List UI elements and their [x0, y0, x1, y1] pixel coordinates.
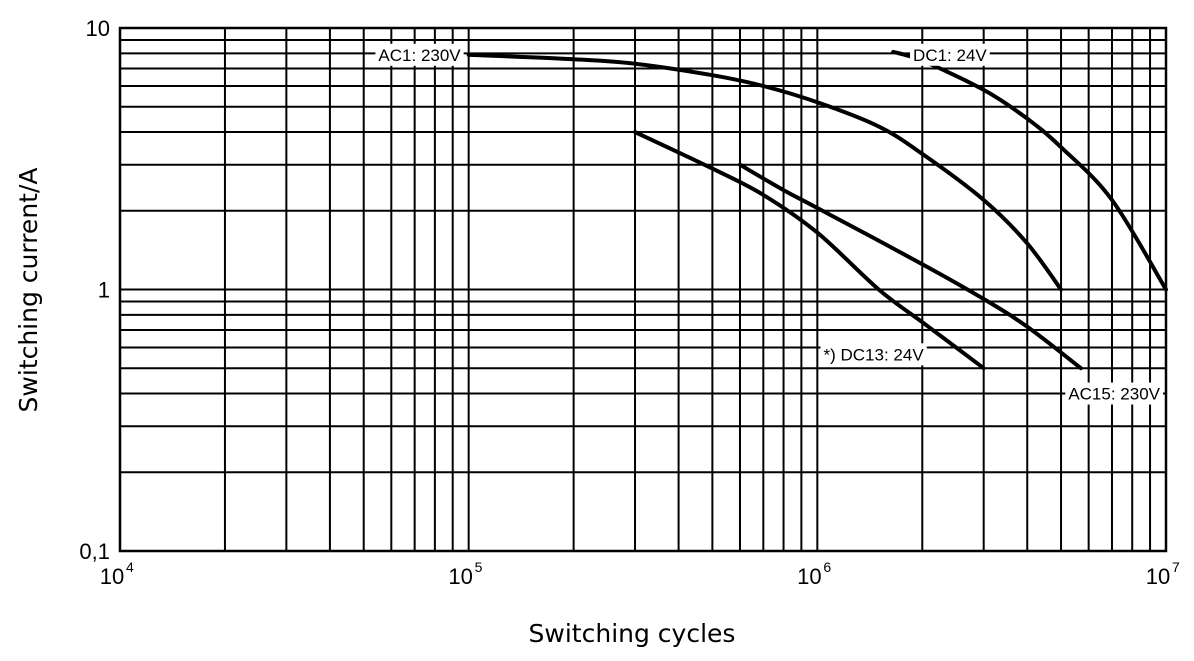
series-labels: AC1: 230V DC1: 24V AC15: 230V *) DC13: 24V: [375, 43, 1163, 405]
x-tick-base: 10: [797, 564, 821, 589]
series-line-dc13-24v: [633, 130, 986, 371]
x-tick-exponent: 4: [126, 559, 134, 575]
y-tick-label: 1: [98, 278, 110, 303]
x-tick-exponent: 5: [475, 559, 483, 575]
x-tick-labels: 10 4 10 5 10 6 10 7: [100, 559, 1180, 589]
x-axis-title: Switching cycles: [529, 619, 736, 648]
series-line-dc1-24v: [891, 49, 1168, 292]
series-line-ac1-230v: [466, 52, 1063, 292]
series-line-ac15-230v: [738, 162, 1083, 371]
x-tick-exponent: 7: [1172, 559, 1180, 575]
series-label-text: AC1: 230V: [378, 46, 461, 65]
x-tick-base: 10: [100, 564, 124, 589]
series-label-ac15-230v: AC15: 230V: [1065, 382, 1163, 405]
x-tick-label: 10 4: [100, 559, 134, 589]
series-label-dc1-24v: DC1: 24V: [910, 43, 990, 66]
series-label-ac1-230v: AC1: 230V: [375, 43, 464, 66]
x-tick-base: 10: [448, 564, 472, 589]
plot-frame: [118, 26, 1168, 553]
x-tick-label: 10 6: [797, 559, 831, 589]
x-tick-base: 10: [1146, 564, 1170, 589]
series-label-text: AC15: 230V: [1068, 385, 1160, 404]
series-label-dc13-24v: *) DC13: 24V: [820, 343, 927, 366]
y-tick-labels: 10 1 0,1: [79, 16, 110, 564]
series-label-text: DC1: 24V: [913, 46, 987, 65]
y-tick-label: 10: [86, 16, 110, 41]
plot-grid: [119, 28, 1166, 552]
y-axis-title: Switching current/A: [14, 168, 43, 413]
x-tick-label: 10 7: [1146, 559, 1180, 589]
series-label-text: *) DC13: 24V: [824, 345, 925, 364]
y-tick-label: 0,1: [79, 539, 110, 564]
x-tick-exponent: 6: [823, 559, 831, 575]
x-tick-label: 10 5: [448, 559, 482, 589]
